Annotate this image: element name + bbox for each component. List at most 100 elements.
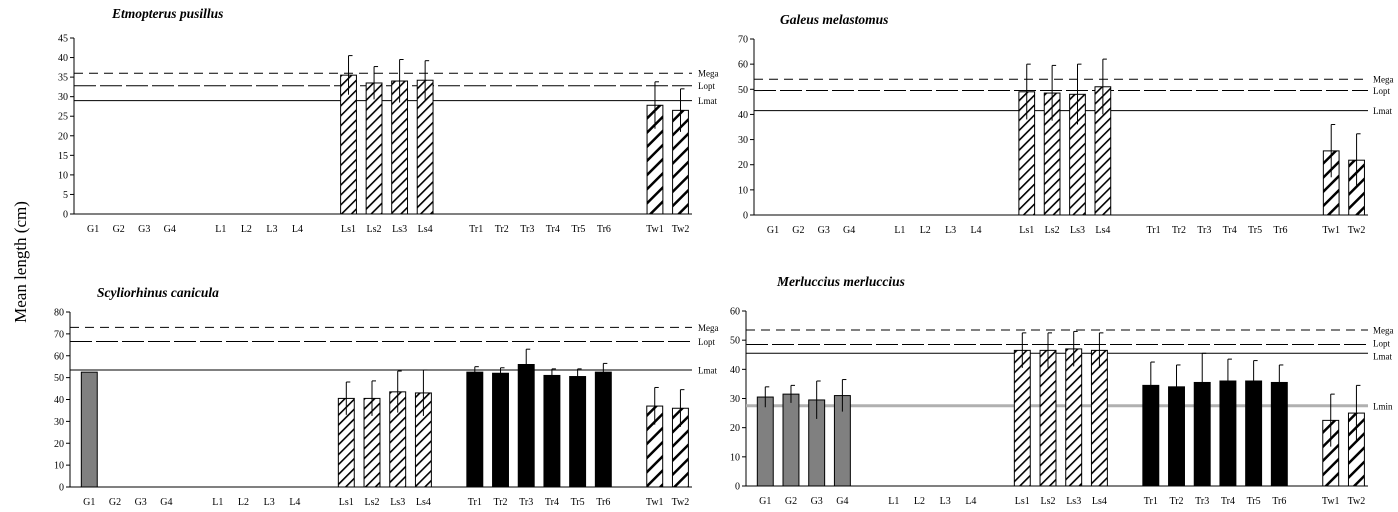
- reference-label-mega: Mega: [698, 323, 719, 333]
- x-tick-label: Tr5: [1248, 225, 1262, 236]
- bar-tr2: [492, 372, 509, 488]
- reference-label-mega: Mega: [698, 69, 719, 79]
- y-tick-label: 20: [738, 160, 748, 171]
- x-tick-label: G3: [135, 497, 147, 508]
- y-tick-label: 50: [54, 373, 64, 384]
- reference-label-mega: Mega: [1373, 75, 1394, 85]
- x-tick-label: L3: [945, 225, 956, 236]
- x-tick-label: Ls2: [367, 224, 382, 235]
- y-tick-label: 10: [54, 461, 64, 472]
- x-tick-label: Tr2: [1169, 496, 1183, 507]
- y-tick-label: 0: [59, 483, 64, 494]
- x-tick-label: L4: [292, 224, 303, 235]
- y-tick-label: 70: [738, 35, 748, 46]
- bar-tr5: [569, 376, 587, 488]
- y-tick-label: 0: [735, 482, 740, 493]
- y-tick-label: 60: [54, 351, 64, 362]
- x-tick-label: L2: [238, 497, 249, 508]
- x-tick-label: L2: [914, 496, 925, 507]
- x-tick-label: Ls3: [392, 224, 407, 235]
- x-tick-label: Ls1: [341, 224, 356, 235]
- x-tick-label: G1: [87, 224, 99, 235]
- chart-panel-1: Etmopterus pusillus 0 5 10 15 20 25 30 35 40 45 Meg…: [58, 6, 719, 235]
- x-tick-label: Tw2: [672, 497, 690, 508]
- x-tick-label: G2: [109, 497, 121, 508]
- x-tick-label: L1: [888, 496, 899, 507]
- x-tick-label: G4: [836, 496, 848, 507]
- x-tick-label: L4: [289, 497, 300, 508]
- y-tick-label: 60: [730, 307, 740, 318]
- x-tick-label: L1: [894, 225, 905, 236]
- x-tick-label: Tr4: [546, 224, 560, 235]
- bar-ls3: [1065, 348, 1083, 487]
- chart-panel-2: Galeus melastomus 0 10 20 30 40 50 60 70 MegaLopt…: [738, 12, 1394, 236]
- x-tick-label: Tr5: [1247, 496, 1261, 507]
- x-tick-label: Tr3: [520, 224, 534, 235]
- x-tick-label: G4: [164, 224, 176, 235]
- bar-ls4: [416, 79, 434, 215]
- x-tick-label: G2: [113, 224, 125, 235]
- x-tick-label: Ls2: [1041, 496, 1056, 507]
- x-tick-label: Ls3: [390, 497, 405, 508]
- y-tick-label: 30: [730, 394, 740, 405]
- x-tick-label: G1: [83, 497, 95, 508]
- x-tick-label: Tr6: [1273, 225, 1287, 236]
- bar-ls2: [365, 82, 383, 215]
- x-tick-label: Tr3: [519, 497, 533, 508]
- reference-label-lopt: Lopt: [698, 337, 715, 347]
- bar-ls1: [340, 74, 357, 215]
- y-tick-label: 35: [58, 73, 68, 84]
- y-tick-label: 45: [58, 34, 68, 45]
- x-tick-label: G2: [792, 225, 804, 236]
- chart-title: Galeus melastomus: [780, 12, 888, 27]
- x-tick-label: L1: [212, 497, 223, 508]
- x-tick-label: G3: [811, 496, 823, 507]
- bar-ls1: [1013, 349, 1031, 487]
- x-tick-label: Tr3: [1195, 496, 1209, 507]
- y-tick-label: 30: [54, 417, 64, 428]
- bar-g2: [782, 393, 800, 487]
- y-tick-label: 20: [54, 439, 64, 450]
- reference-label-mega: Mega: [1373, 325, 1394, 335]
- x-tick-label: L1: [215, 224, 226, 235]
- y-tick-label: 50: [738, 85, 748, 96]
- x-tick-label: Ls2: [365, 497, 380, 508]
- x-tick-label: G4: [843, 225, 855, 236]
- y-tick-label: 40: [58, 53, 68, 64]
- x-tick-label: Tr4: [545, 497, 559, 508]
- y-tick-label: 15: [58, 151, 68, 162]
- x-tick-label: Ls4: [416, 497, 431, 508]
- y-tick-label: 30: [738, 135, 748, 146]
- bar-ls4: [1090, 349, 1108, 487]
- x-tick-label: L3: [940, 496, 951, 507]
- y-tick-label: 20: [730, 423, 740, 434]
- y-tick-label: 40: [738, 110, 748, 121]
- reference-label-lmin: Lmin: [1373, 401, 1393, 411]
- y-tick-label: 40: [54, 395, 64, 406]
- y-tick-label: 0: [743, 211, 748, 222]
- chart-panel-3: Scyliorhinus canicula 0 10 20 30 40 50 60 70 80 Me…: [54, 285, 719, 508]
- x-tick-label: L4: [970, 225, 981, 236]
- x-tick-label: Ls4: [1095, 225, 1110, 236]
- x-tick-label: Ls4: [418, 224, 433, 235]
- bar-tr4: [543, 374, 561, 488]
- x-tick-label: L3: [264, 497, 275, 508]
- x-tick-label: Tw1: [646, 497, 664, 508]
- x-tick-label: Tr2: [493, 497, 507, 508]
- x-tick-label: Tr4: [1223, 225, 1237, 236]
- y-tick-label: 0: [63, 210, 68, 221]
- reference-label-lmat: Lmat: [1373, 106, 1392, 116]
- shared-ylabel: Mean length (cm): [11, 201, 30, 323]
- x-tick-label: Ls1: [1019, 225, 1034, 236]
- x-tick-label: Tw1: [1322, 225, 1340, 236]
- x-tick-label: Tr6: [1272, 496, 1286, 507]
- x-tick-label: Ls1: [1015, 496, 1030, 507]
- x-tick-label: Tr4: [1221, 496, 1235, 507]
- x-tick-label: Tr6: [596, 497, 610, 508]
- x-tick-label: L4: [965, 496, 976, 507]
- x-tick-label: L2: [241, 224, 252, 235]
- reference-label-lopt: Lopt: [1373, 86, 1390, 96]
- bar-g1: [80, 371, 98, 488]
- bar-tr3: [517, 364, 535, 488]
